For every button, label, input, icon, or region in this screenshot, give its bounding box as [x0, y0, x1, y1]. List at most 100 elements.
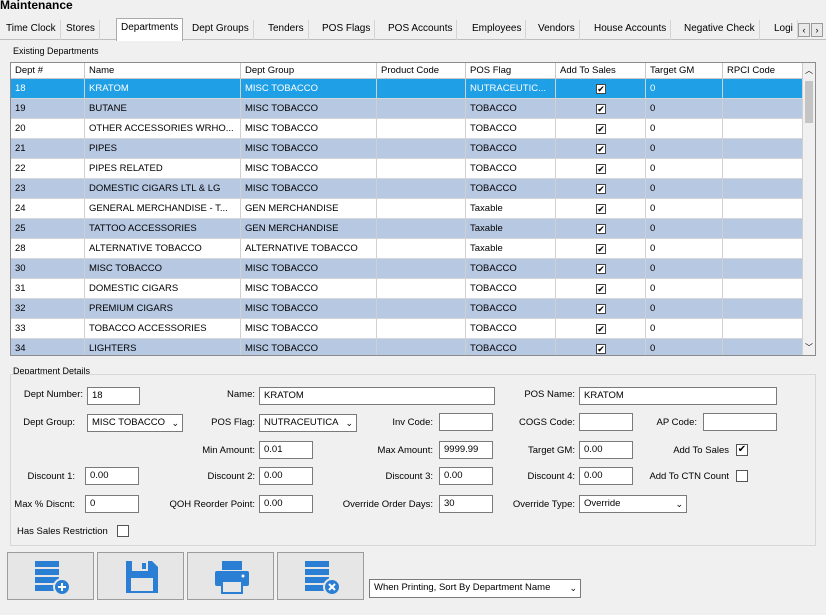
add-to-sales-checkbox[interactable]: ✔ [596, 144, 606, 154]
tab-vendors[interactable]: Vendors [534, 20, 580, 40]
save-button[interactable] [97, 552, 184, 600]
name-label: Name: [227, 389, 255, 400]
tab-scroll-left-icon[interactable]: ‹ [798, 23, 810, 37]
max-discount-field[interactable]: 0 [85, 495, 139, 513]
table-row[interactable]: 24 GENERAL MERCHANDISE - T... GEN MERCHAND… [11, 199, 803, 219]
inv-code-field[interactable] [439, 413, 493, 431]
add-to-sales-cell: ✔ [556, 239, 646, 259]
scroll-up-icon[interactable]: ︿ [805, 66, 813, 75]
column-header[interactable]: Name [85, 63, 241, 79]
tab-house-accounts[interactable]: House Accounts [590, 20, 672, 40]
add-to-sales-checkbox[interactable]: ✔ [596, 344, 606, 354]
dept-group-label: Dept Group: [23, 417, 75, 428]
add-to-sales-checkbox[interactable]: ✔ [596, 104, 606, 114]
scroll-down-icon[interactable]: ﹀ [805, 343, 813, 352]
add-to-sales-cell: ✔ [556, 219, 646, 239]
table-row[interactable]: 23 DOMESTIC CIGARS LTL & LG MISC TOBACCO TO… [11, 179, 803, 199]
column-header[interactable]: Dept Group [241, 63, 377, 79]
tab-negative-check[interactable]: Negative Check [680, 20, 760, 40]
add-to-ctn-label: Add To CTN Count [649, 471, 729, 482]
table-row[interactable]: 22 PIPES RELATED MISC TOBACCO TOBACCO ✔ 0 [11, 159, 803, 179]
table-cell: MISC TOBACCO [241, 339, 377, 355]
inv-code-label: Inv Code: [392, 417, 433, 428]
add-to-sales-checkbox[interactable]: ✔ [596, 244, 606, 254]
tab-time-clock[interactable]: Time Clock [2, 20, 61, 40]
discount2-field[interactable]: 0.00 [259, 467, 313, 485]
tab-logi[interactable]: Logi [770, 20, 798, 40]
dept-number-label: Dept Number: [23, 389, 83, 400]
tab-departments[interactable]: Departments [116, 18, 184, 41]
table-row[interactable]: 31 DOMESTIC CIGARS MISC TOBACCO TOBACCO ✔ 0 [11, 279, 803, 299]
table-row[interactable]: 18 KRATOM MISC TOBACCO NUTRACEUTIC... ✔ 0 [11, 79, 803, 99]
table-row[interactable]: 30 MISC TOBACCO MISC TOBACCO TOBACCO ✔ 0 [11, 259, 803, 279]
add-to-sales-checkbox[interactable]: ✔ [596, 84, 606, 94]
qoh-reorder-field[interactable]: 0.00 [259, 495, 313, 513]
add-to-sales-checkbox[interactable]: ✔ [596, 284, 606, 294]
table-cell: KRATOM [85, 79, 241, 99]
table-row[interactable]: 34 LIGHTERS MISC TOBACCO TOBACCO ✔ 0 [11, 339, 803, 355]
add-to-sales-checkbox[interactable]: ✔ [596, 304, 606, 314]
override-days-label: Override Order Days: [342, 499, 433, 510]
table-row[interactable]: 19 BUTANE MISC TOBACCO TOBACCO ✔ 0 [11, 99, 803, 119]
add-to-sales-checkbox[interactable]: ✔ [596, 224, 606, 234]
table-row[interactable]: 25 TATTOO ACCESSORIES GEN MERCHANDISE Taxab… [11, 219, 803, 239]
pos-name-field[interactable]: KRATOM [579, 387, 777, 405]
tab-stores[interactable]: Stores [62, 20, 100, 40]
has-sales-restriction-checkbox[interactable] [117, 525, 129, 537]
name-field[interactable]: KRATOM [259, 387, 495, 405]
add-to-sales-checkbox[interactable]: ✔ [596, 204, 606, 214]
table-row[interactable]: 21 PIPES MISC TOBACCO TOBACCO ✔ 0 [11, 139, 803, 159]
add-to-sales-checkbox[interactable]: ✔ [596, 264, 606, 274]
table-cell [377, 259, 466, 279]
table-cell: TOBACCO [466, 119, 556, 139]
tab-employees[interactable]: Employees [468, 20, 527, 40]
min-amount-field[interactable]: 0.01 [259, 441, 313, 459]
tab-dept-groups[interactable]: Dept Groups [188, 20, 254, 40]
column-header[interactable]: Product Code [377, 63, 466, 79]
add-to-sales-checkbox[interactable]: ✔ [736, 444, 748, 456]
column-header[interactable]: Target GM [646, 63, 723, 79]
add-to-sales-checkbox[interactable]: ✔ [596, 324, 606, 334]
target-gm-field[interactable]: 0.00 [579, 441, 633, 459]
pos-flag-select[interactable]: NUTRACEUTICA ⌄ [259, 414, 357, 432]
column-header[interactable]: RPCI Code [723, 63, 803, 79]
table-row[interactable]: 28 ALTERNATIVE TOBACCO ALTERNATIVE TOBACCO… [11, 239, 803, 259]
discount4-field[interactable]: 0.00 [579, 467, 633, 485]
add-to-ctn-checkbox[interactable] [736, 470, 748, 482]
scrollbar-thumb[interactable] [805, 81, 813, 123]
dept-number-field[interactable]: 18 [87, 387, 140, 405]
table-cell: 0 [646, 339, 723, 355]
discount1-field[interactable]: 0.00 [85, 467, 139, 485]
tab-pos-accounts[interactable]: POS Accounts [384, 20, 458, 40]
table-row[interactable]: 33 TOBACCO ACCESSORIES MISC TOBACCO TOBACCO… [11, 319, 803, 339]
add-to-sales-checkbox[interactable]: ✔ [596, 124, 606, 134]
table-row[interactable]: 20 OTHER ACCESSORIES WRHO... MISC TOBACCO T… [11, 119, 803, 139]
override-type-select[interactable]: Override ⌄ [579, 495, 687, 513]
delete-department-button[interactable] [277, 552, 364, 600]
add-to-sales-label: Add To Sales [673, 445, 729, 456]
table-cell: PREMIUM CIGARS [85, 299, 241, 319]
add-to-sales-checkbox[interactable]: ✔ [596, 184, 606, 194]
ap-code-field[interactable] [703, 413, 777, 431]
save-icon [126, 561, 158, 593]
table-cell: TOBACCO [466, 299, 556, 319]
print-sort-select[interactable]: When Printing, Sort By Department Name ⌄ [369, 579, 581, 598]
column-header[interactable]: Add To Sales [556, 63, 646, 79]
override-days-field[interactable]: 30 [439, 495, 493, 513]
add-to-sales-checkbox[interactable]: ✔ [596, 164, 606, 174]
grid-vertical-scrollbar[interactable]: ︿ ﹀ [802, 63, 815, 355]
print-button[interactable] [187, 552, 274, 600]
max-amount-field[interactable]: 9999.99 [439, 441, 493, 459]
tab-scroll-right-icon[interactable]: › [811, 23, 823, 37]
cogs-code-field[interactable] [579, 413, 633, 431]
tab-pos-flags[interactable]: POS Flags [318, 20, 376, 40]
dept-group-select[interactable]: MISC TOBACCO ⌄ [87, 414, 183, 432]
table-cell: OTHER ACCESSORIES WRHO... [85, 119, 241, 139]
column-header[interactable]: POS Flag [466, 63, 556, 79]
table-cell: 24 [11, 199, 85, 219]
discount3-field[interactable]: 0.00 [439, 467, 493, 485]
tab-tenders[interactable]: Tenders [264, 20, 309, 40]
column-header[interactable]: Dept # [11, 63, 85, 79]
add-department-button[interactable] [7, 552, 94, 600]
table-row[interactable]: 32 PREMIUM CIGARS MISC TOBACCO TOBACCO ✔ 0 [11, 299, 803, 319]
